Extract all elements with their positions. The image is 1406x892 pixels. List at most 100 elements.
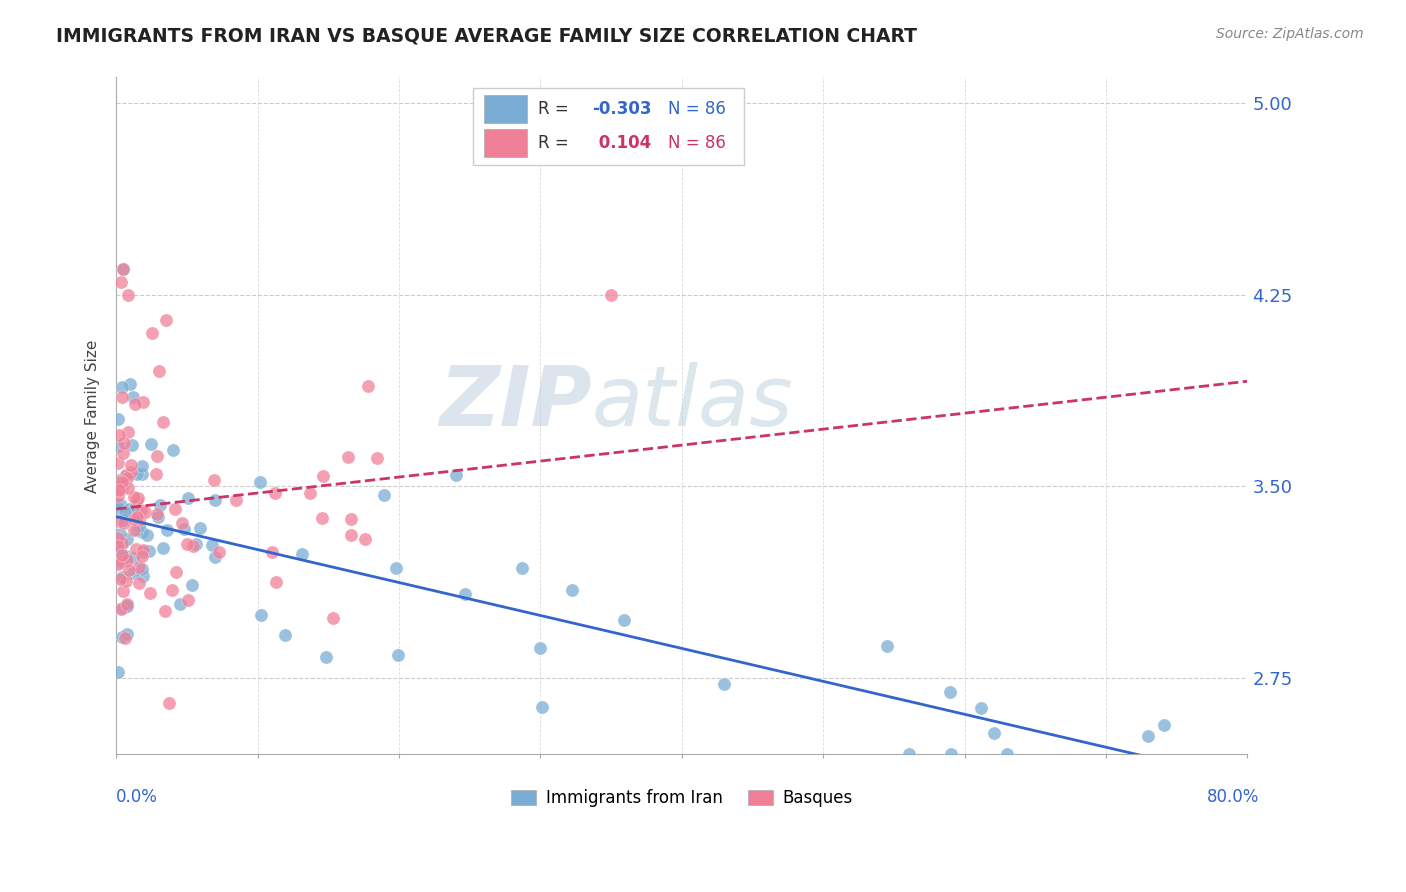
Point (152, 541, 174, 555)
Point (110, 600, 132, 615)
Point (131, 524, 153, 539)
Point (387, 648, 409, 662)
Point (157, 696, 180, 710)
Point (115, 549, 138, 563)
FancyBboxPatch shape (472, 87, 744, 165)
Point (111, 535, 134, 549)
Text: 80.0%: 80.0% (1206, 788, 1258, 805)
Point (134, 505, 156, 519)
FancyBboxPatch shape (484, 128, 527, 157)
Point (298, 486, 321, 500)
Point (121, 438, 143, 452)
Point (107, 501, 129, 516)
Point (146, 507, 169, 521)
Text: N = 86: N = 86 (668, 134, 725, 153)
Point (110, 546, 132, 560)
Point (111, 535, 134, 549)
Point (121, 566, 143, 580)
Point (115, 627, 138, 641)
Point (454, 587, 477, 601)
Point (107, 411, 129, 425)
Point (163, 502, 186, 516)
FancyBboxPatch shape (484, 95, 527, 123)
Point (139, 437, 162, 451)
Point (312, 469, 335, 483)
Point (110, 555, 132, 569)
Point (366, 450, 388, 465)
Point (184, 536, 207, 550)
Point (177, 592, 200, 607)
Point (129, 503, 152, 517)
Point (117, 599, 139, 613)
Point (112, 435, 135, 450)
Point (202, 473, 225, 487)
Point (107, 514, 129, 528)
Point (156, 524, 179, 538)
Point (1153, 718, 1175, 732)
Point (336, 450, 359, 464)
Point (117, 481, 139, 495)
Point (136, 528, 159, 542)
Text: 0.104: 0.104 (592, 134, 651, 153)
Point (111, 549, 134, 563)
Point (112, 262, 135, 277)
Point (169, 597, 191, 611)
Point (162, 443, 184, 458)
Point (111, 584, 134, 599)
Point (131, 458, 153, 473)
Point (273, 628, 295, 642)
Point (124, 397, 146, 411)
Point (124, 499, 146, 513)
Point (132, 568, 155, 582)
Point (120, 465, 142, 479)
Point (125, 509, 148, 524)
Point (153, 605, 176, 619)
Point (131, 549, 153, 564)
Point (995, 747, 1018, 762)
Point (111, 475, 134, 489)
Point (249, 475, 271, 490)
Point (339, 512, 361, 526)
Point (249, 608, 271, 623)
Point (107, 439, 129, 453)
Text: 0.0%: 0.0% (117, 788, 157, 805)
Point (120, 376, 142, 391)
Point (111, 513, 134, 527)
Point (384, 561, 406, 575)
Point (127, 493, 149, 508)
Point (115, 532, 138, 546)
Point (115, 468, 138, 483)
Point (170, 516, 193, 530)
Point (204, 549, 226, 564)
Text: IMMIGRANTS FROM IRAN VS BASQUE AVERAGE FAMILY SIZE CORRELATION CHART: IMMIGRANTS FROM IRAN VS BASQUE AVERAGE F… (56, 27, 917, 45)
Point (354, 533, 377, 547)
Point (108, 483, 131, 497)
Point (373, 488, 395, 502)
Point (131, 562, 153, 576)
Point (115, 599, 138, 613)
Point (110, 275, 132, 289)
Point (148, 509, 170, 524)
Point (530, 699, 553, 714)
Point (152, 415, 174, 429)
Point (108, 572, 131, 586)
Point (127, 491, 149, 505)
Point (970, 701, 993, 715)
Point (939, 685, 962, 699)
Point (181, 539, 204, 553)
Text: N = 86: N = 86 (668, 100, 725, 119)
Text: ZIP: ZIP (439, 362, 592, 442)
Point (561, 583, 583, 598)
Point (315, 650, 337, 665)
Point (107, 557, 129, 571)
Point (149, 498, 172, 512)
Point (311, 511, 333, 525)
Point (117, 425, 139, 439)
Point (148, 364, 170, 378)
Point (204, 492, 226, 507)
Point (127, 501, 149, 516)
Point (613, 613, 636, 627)
Point (112, 445, 135, 459)
Point (110, 498, 132, 512)
Point (339, 528, 361, 542)
